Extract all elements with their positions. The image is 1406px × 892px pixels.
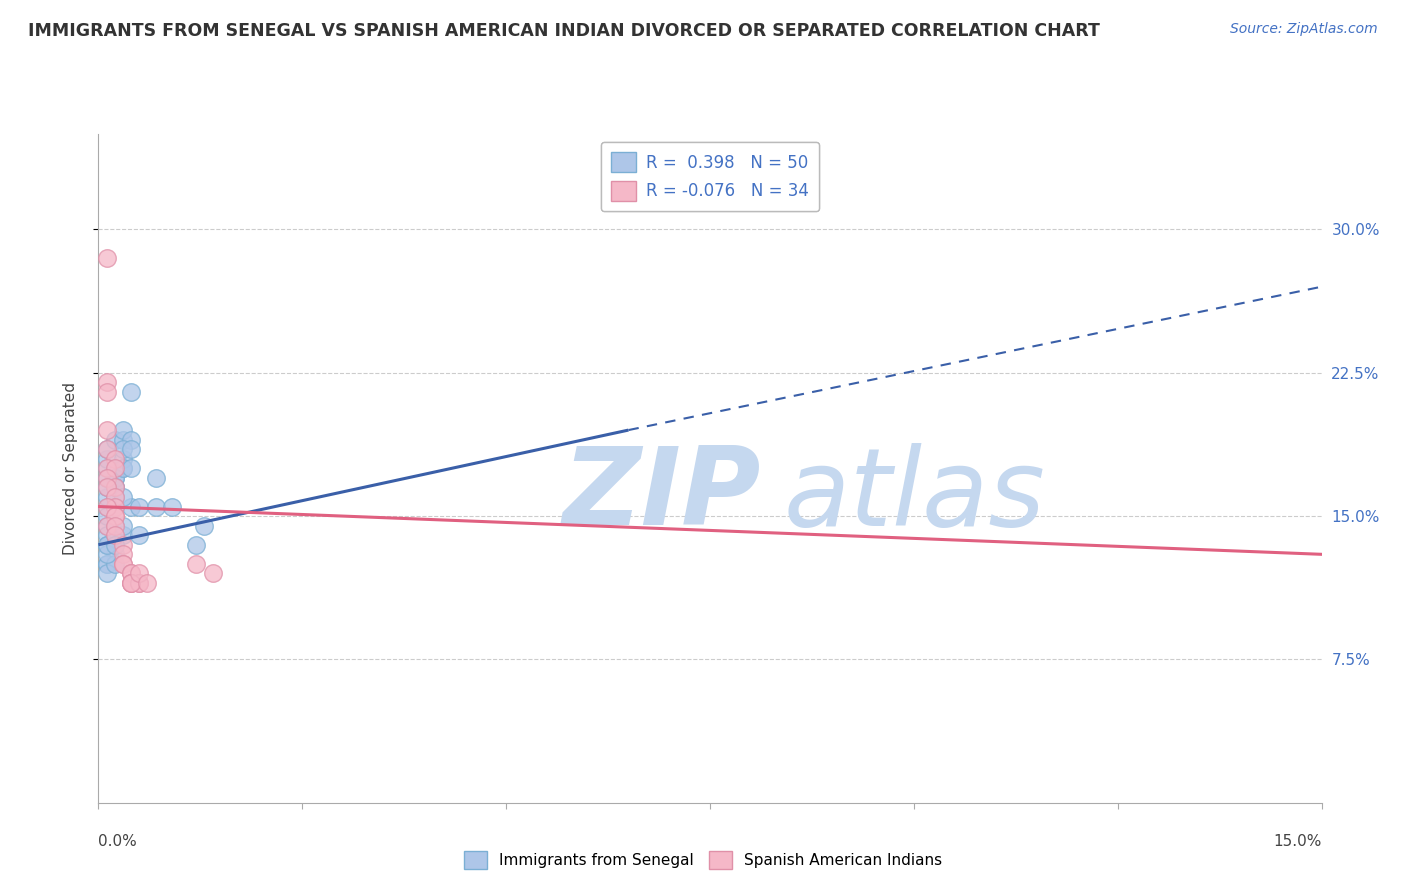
Point (111, 461, 134, 475)
Point (128, 500, 150, 514)
Point (104, 538, 127, 552)
Point (104, 480, 127, 494)
Point (96, 451, 118, 466)
Point (120, 461, 142, 475)
Point (104, 471, 127, 485)
Point (136, 576, 159, 591)
Point (96, 480, 118, 494)
Point (111, 518, 134, 533)
Point (104, 500, 127, 514)
Point (128, 528, 150, 542)
Point (186, 538, 208, 552)
Point (120, 500, 142, 514)
Point (96, 500, 118, 514)
Point (145, 471, 167, 485)
Point (120, 566, 142, 581)
Point (104, 490, 127, 504)
Text: atlas: atlas (783, 442, 1045, 548)
Point (96, 384, 118, 399)
Point (128, 566, 150, 581)
Point (96, 442, 118, 457)
Point (120, 384, 142, 399)
Point (104, 528, 127, 542)
Point (96, 538, 118, 552)
Point (104, 490, 127, 504)
Point (96, 528, 118, 542)
Point (186, 557, 208, 571)
Point (104, 461, 127, 475)
Point (104, 480, 127, 494)
Point (128, 576, 150, 591)
Point (104, 509, 127, 524)
Point (104, 547, 127, 561)
Point (96, 376, 118, 390)
Point (96, 480, 118, 494)
Point (96, 461, 118, 475)
Point (111, 547, 134, 561)
Text: 0.0%: 0.0% (98, 834, 138, 849)
Point (104, 433, 127, 447)
Point (96, 557, 118, 571)
Point (111, 461, 134, 475)
Point (111, 538, 134, 552)
Point (96, 509, 118, 524)
Point (104, 500, 127, 514)
Point (96, 251, 118, 265)
Text: IMMIGRANTS FROM SENEGAL VS SPANISH AMERICAN INDIAN DIVORCED OR SEPARATED CORRELA: IMMIGRANTS FROM SENEGAL VS SPANISH AMERI… (28, 22, 1099, 40)
Point (120, 433, 142, 447)
Point (120, 442, 142, 457)
Point (111, 490, 134, 504)
Point (104, 518, 127, 533)
Y-axis label: Divorced or Separated: Divorced or Separated (63, 382, 77, 555)
Legend: R =  0.398   N = 50, R = -0.076   N = 34: R = 0.398 N = 50, R = -0.076 N = 34 (602, 142, 818, 211)
Point (96, 490, 118, 504)
Point (104, 471, 127, 485)
Point (96, 423, 118, 437)
Legend: Immigrants from Senegal, Spanish American Indians: Immigrants from Senegal, Spanish America… (458, 845, 948, 875)
Text: ZIP: ZIP (564, 442, 762, 548)
Point (104, 480, 127, 494)
Point (96, 518, 118, 533)
Point (120, 576, 142, 591)
Point (104, 509, 127, 524)
Point (104, 557, 127, 571)
Point (96, 566, 118, 581)
Point (104, 528, 127, 542)
Point (201, 566, 224, 581)
Text: 15.0%: 15.0% (1274, 834, 1322, 849)
Point (96, 471, 118, 485)
Point (145, 500, 167, 514)
Point (111, 528, 134, 542)
Point (128, 576, 150, 591)
Point (111, 442, 134, 457)
Point (96, 518, 118, 533)
Point (96, 442, 118, 457)
Point (111, 451, 134, 466)
Point (104, 518, 127, 533)
Point (104, 538, 127, 552)
Point (104, 451, 127, 466)
Point (193, 518, 215, 533)
Point (96, 471, 118, 485)
Point (160, 500, 183, 514)
Point (96, 538, 118, 552)
Point (120, 576, 142, 591)
Point (111, 423, 134, 437)
Point (120, 566, 142, 581)
Point (120, 576, 142, 591)
Point (96, 557, 118, 571)
Text: Source: ZipAtlas.com: Source: ZipAtlas.com (1230, 22, 1378, 37)
Point (111, 557, 134, 571)
Point (96, 461, 118, 475)
Point (111, 557, 134, 571)
Point (111, 433, 134, 447)
Point (96, 547, 118, 561)
Point (96, 500, 118, 514)
